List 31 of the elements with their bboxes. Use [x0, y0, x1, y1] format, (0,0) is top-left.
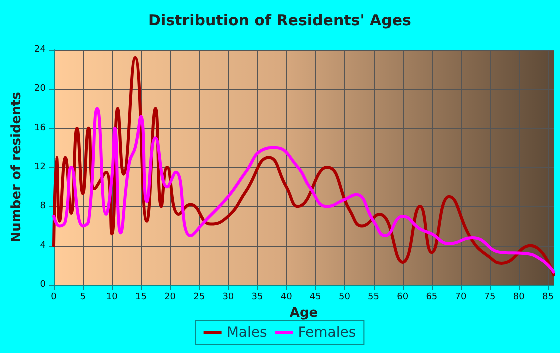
x-tick-label: 50: [338, 292, 351, 302]
y-axis-title: Number of residents: [10, 92, 25, 243]
x-tick-label: 85: [542, 292, 554, 302]
x-tick-label: 70: [455, 292, 467, 302]
x-tick-label: 20: [164, 292, 176, 302]
x-tick-label: 80: [513, 292, 526, 302]
chart-title: Distribution of Residents' Ages: [148, 12, 412, 30]
line-series: [52, 107, 556, 274]
x-tick-label: 0: [51, 292, 58, 302]
y-tick-label: 20: [34, 84, 46, 94]
y-tick-label: 16: [34, 123, 46, 134]
y-tick-label: 12: [34, 162, 46, 172]
y-tick-label: 24: [34, 45, 46, 55]
x-tick-label: 45: [310, 292, 322, 302]
x-tick-label: 25: [194, 292, 206, 302]
legend-label: Males: [226, 325, 268, 341]
x-tick-label: 10: [106, 292, 118, 302]
x-tick-label: 55: [368, 292, 380, 302]
y-tick-label: 8: [40, 202, 46, 212]
x-tick-label: 40: [280, 292, 293, 302]
y-tick-label: 0: [40, 280, 46, 290]
x-axis-title: Age: [290, 306, 318, 321]
x-tick-label: 30: [222, 292, 234, 302]
x-tick-label: 15: [135, 292, 147, 302]
x-tick-label: 65: [426, 292, 438, 302]
x-tick-label: 60: [397, 292, 409, 302]
legend-label: Females: [298, 325, 356, 341]
x-tick-label: 35: [252, 292, 264, 302]
x-tick-label: 75: [484, 292, 496, 302]
y-tick-label: 4: [40, 240, 46, 251]
x-tick-label: 5: [80, 292, 86, 302]
